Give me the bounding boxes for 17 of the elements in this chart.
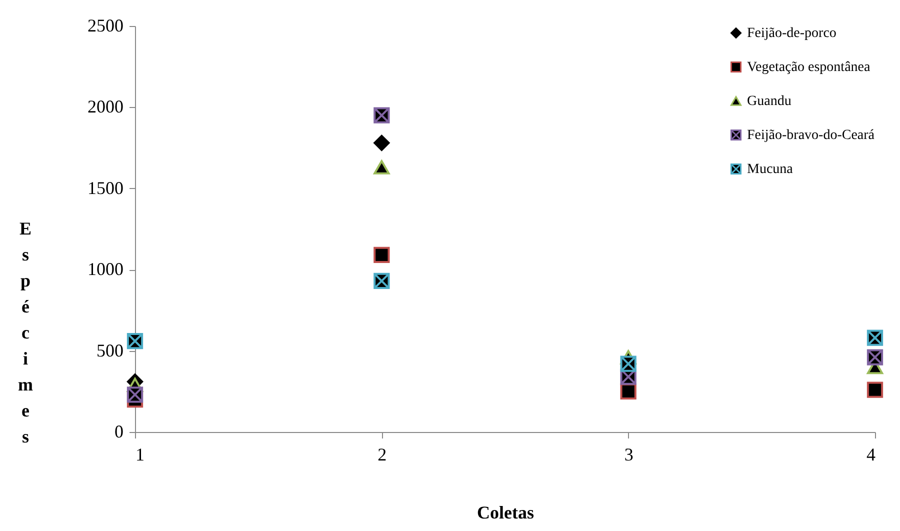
x-tick-label: 2 [378, 444, 387, 464]
x-tick-label: 3 [624, 444, 634, 464]
x-axis-title: Coletas [477, 502, 534, 522]
y-tick-label: 2000 [88, 96, 124, 117]
legend-label: Feijão-de-porco [747, 26, 836, 41]
legend-label: Guandu [747, 94, 792, 109]
y-tick-label: 500 [96, 340, 124, 360]
x-tick-label: 1 [136, 444, 144, 464]
legend-label: Feijão-bravo-do-Ceará [747, 128, 876, 143]
legend-label: Vegetação espontânea [747, 60, 871, 75]
x-tick-label: 4 [866, 444, 876, 464]
y-tick-label: 2500 [88, 16, 124, 36]
legend-label: Mucuna [747, 162, 794, 177]
y-tick-label: 0 [114, 422, 124, 442]
y-tick-label: 1000 [88, 259, 124, 280]
y-tick-label: 1500 [88, 178, 124, 198]
text: Espécimes [18, 218, 33, 446]
